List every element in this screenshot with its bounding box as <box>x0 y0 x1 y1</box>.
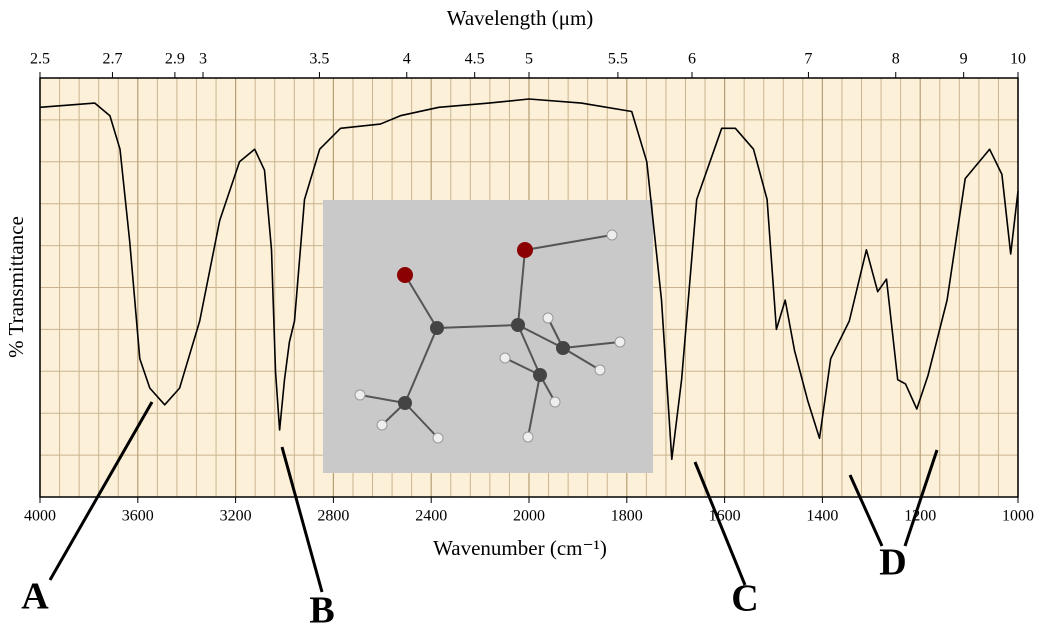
x2-tick-label: 4.5 <box>465 51 485 68</box>
x2-tick-label: 9 <box>960 51 968 68</box>
annotation: D <box>879 542 906 584</box>
x-tick-label: 1800 <box>611 508 643 525</box>
x-tick-label: 3200 <box>220 508 252 525</box>
x-tick-label: 2000 <box>513 508 545 525</box>
x2-tick-label: 6 <box>688 51 696 68</box>
x2-tick-label: 5 <box>525 51 533 68</box>
x2-axis-title: Wavelength (μm) <box>447 6 594 30</box>
annotation: A <box>21 576 49 618</box>
x2-tick-label: 2.7 <box>102 51 122 68</box>
x2-tick-label: 8 <box>892 51 900 68</box>
x-tick-label: 4000 <box>24 508 56 525</box>
x-tick-label: 2400 <box>415 508 447 525</box>
annotation: C <box>731 578 758 620</box>
annotation: B <box>309 590 334 632</box>
x-axis-title: Wavenumber (cm⁻¹) <box>433 536 607 560</box>
molecule-image <box>323 200 653 473</box>
chart: 4000360032002800240020001800160014001200… <box>0 0 1043 634</box>
x2-tick-label: 7 <box>804 51 812 68</box>
x2-tick-label: 10 <box>1010 51 1026 68</box>
x2-tick-label: 2.5 <box>30 51 50 68</box>
x-tick-label: 3600 <box>122 508 154 525</box>
x-tick-label: 2800 <box>317 508 349 525</box>
x2-tick-label: 4 <box>403 51 411 68</box>
x2-tick-label: 2.9 <box>165 51 185 68</box>
x-tick-label: 1200 <box>904 508 936 525</box>
x-tick-label: 1000 <box>1002 508 1034 525</box>
x2-tick-label: 3 <box>199 51 207 68</box>
y-axis-title: % Transmittance <box>4 216 28 358</box>
x-tick-label: 1400 <box>806 508 838 525</box>
x2-tick-label: 5.5 <box>608 51 628 68</box>
molecule-background <box>323 200 653 473</box>
x2-tick-label: 3.5 <box>309 51 329 68</box>
